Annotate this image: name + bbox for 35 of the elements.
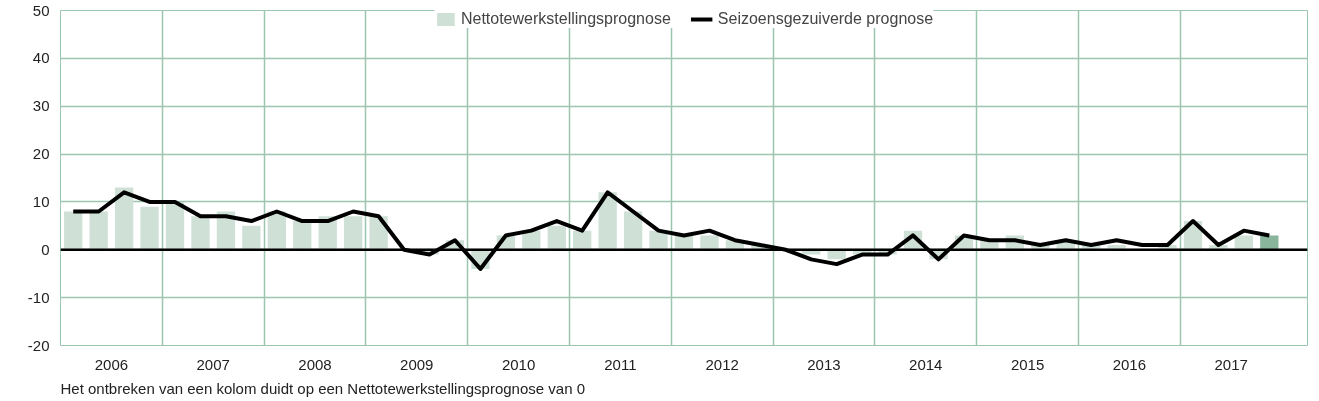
bar xyxy=(89,211,108,250)
legend-label: Nettotewerkstellingsprognose xyxy=(460,10,671,28)
bar xyxy=(547,225,566,250)
y-tick-label: -20 xyxy=(27,336,50,354)
bar xyxy=(165,201,185,250)
x-tick-label: 2009 xyxy=(400,355,434,373)
y-tick-label: 50 xyxy=(32,1,50,19)
bar xyxy=(64,211,83,250)
bar xyxy=(242,225,261,250)
x-tick-label: 2014 xyxy=(909,355,943,373)
bar xyxy=(191,216,210,250)
bar xyxy=(573,230,592,250)
text: Het ontbreken van een kolom duidt op een Nettotewerkstellingsprognose van 0 xyxy=(60,379,585,397)
y-tick-label: 0 xyxy=(41,240,50,258)
x-tick-label: 2013 xyxy=(807,355,841,373)
bar xyxy=(140,206,159,250)
x-tick-label: 2011 xyxy=(604,355,637,373)
x-tick-label: 2008 xyxy=(298,355,332,373)
bar xyxy=(1234,235,1254,250)
x-tick-label: 2015 xyxy=(1010,355,1045,373)
x-tick-label: 2010 xyxy=(501,355,536,373)
y-tick-label: -10 xyxy=(27,288,50,306)
y-tick-label: 30 xyxy=(32,97,50,115)
y-tick-label: 20 xyxy=(32,145,50,163)
y-tick-label: 10 xyxy=(32,192,50,210)
x-tick-label: 2017 xyxy=(1214,355,1248,373)
x-tick-label: 2006 xyxy=(94,355,129,373)
bar xyxy=(700,235,719,250)
legend-label: Seizoensgezuiverde prognose xyxy=(717,10,934,28)
bar xyxy=(293,221,312,250)
x-tick-label: 2007 xyxy=(196,355,230,373)
x-tick-label: 2012 xyxy=(705,355,739,373)
x-tick-label: 2016 xyxy=(1112,355,1147,373)
y-tick-label: 40 xyxy=(32,49,50,67)
bar xyxy=(344,216,363,250)
